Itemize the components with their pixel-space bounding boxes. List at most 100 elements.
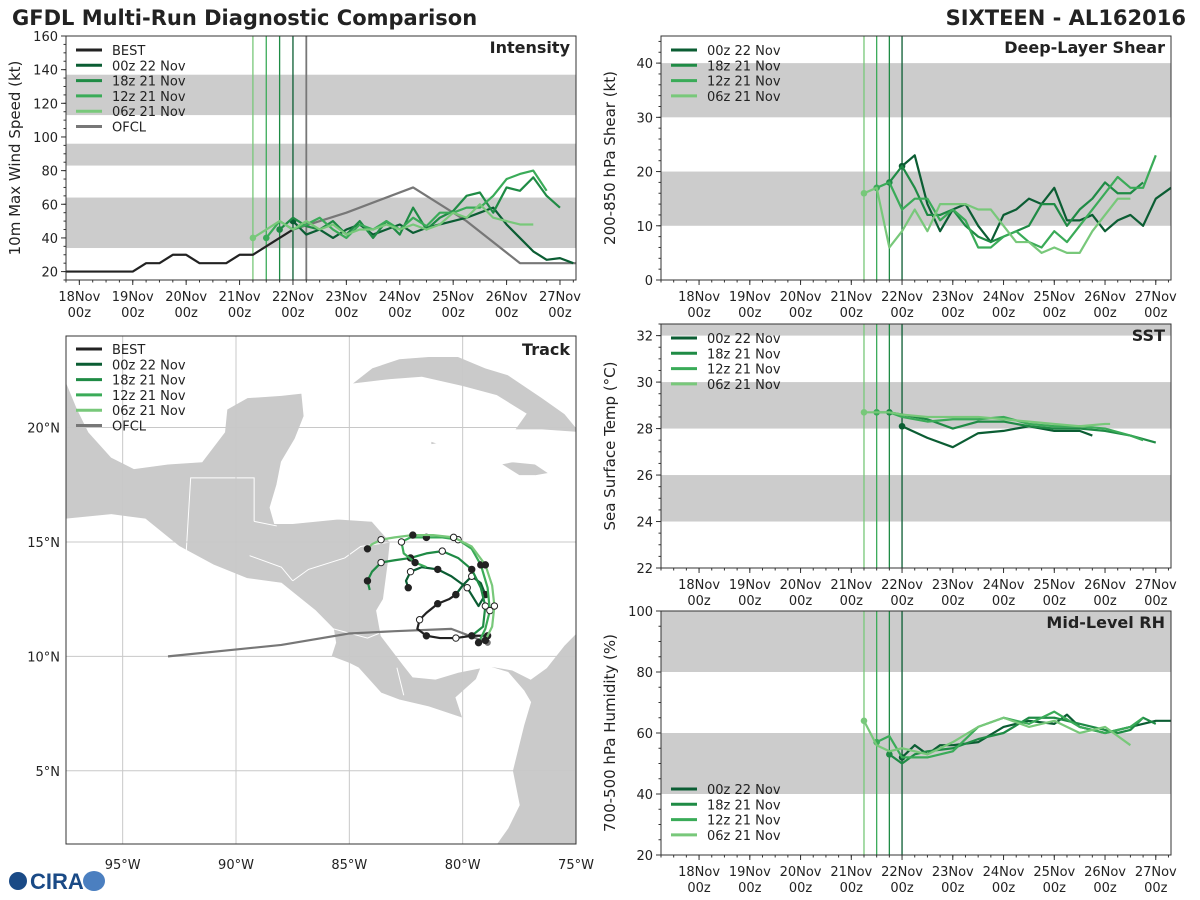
rh-xtick-day: 21Nov — [830, 865, 872, 880]
sst-legend-label: 00z 22 Nov — [707, 332, 781, 347]
intensity-xtick-day: 27Nov — [539, 290, 581, 305]
shear-xtick-hour: 00z — [1144, 306, 1168, 321]
intensity-band — [66, 74, 576, 116]
track-point — [434, 565, 442, 574]
track-point — [397, 538, 406, 546]
rh-ytick-label: 40 — [636, 788, 653, 803]
shear-panel-title: Deep-Layer Shear — [1004, 38, 1165, 57]
shear-ytick-label: 20 — [636, 166, 653, 181]
shear-xtick-day: 19Nov — [729, 290, 771, 305]
sst-xtick-day: 19Nov — [729, 578, 771, 593]
intensity-series-start-point — [249, 234, 257, 242]
intensity-xtick-day: 23Nov — [325, 290, 367, 305]
land-polygon — [66, 336, 482, 719]
rh-ytick-label: 60 — [636, 727, 653, 742]
sst-band — [661, 382, 1171, 429]
sst-series-line — [889, 411, 1157, 444]
intensity-panel-title: Intensity — [490, 38, 571, 57]
shear-xtick-day: 22Nov — [881, 290, 923, 305]
intensity-xtick-day: 25Nov — [432, 290, 474, 305]
track-lon-label: 95°W — [105, 858, 141, 873]
sst-xtick-day: 22Nov — [881, 578, 923, 593]
rh-legend-label: 18z 21 Nov — [707, 798, 781, 813]
track-point — [449, 533, 458, 542]
shear-ytick-label: 30 — [636, 111, 653, 126]
track-point — [434, 600, 442, 608]
sst-xtick-day: 26Nov — [1084, 578, 1126, 593]
sst-xtick-day: 25Nov — [1033, 578, 1075, 593]
sst-xtick-hour: 00z — [1093, 594, 1117, 609]
track-point — [463, 584, 471, 592]
intensity-legend-label: 12z 21 Nov — [112, 90, 186, 105]
intensity-xtick-hour: 00z — [281, 306, 305, 321]
land-polygon — [500, 461, 550, 476]
rh-xtick-hour: 00z — [992, 881, 1016, 896]
intensity-xtick-day: 20Nov — [165, 290, 207, 305]
track-frame — [65, 335, 577, 845]
track-point — [409, 531, 417, 539]
storm-id-title: SIXTEEN - AL162016 — [945, 6, 1186, 30]
shear-xtick-day: 23Nov — [932, 290, 974, 305]
sst-xtick-day: 20Nov — [780, 578, 822, 593]
shear-xtick-hour: 00z — [687, 306, 711, 321]
intensity-series-start-point — [262, 234, 270, 242]
track-point — [452, 634, 460, 642]
sst-xtick-day: 24Nov — [983, 578, 1025, 593]
rh-series-line — [863, 716, 1132, 756]
sst-ytick-label: 28 — [636, 423, 653, 438]
shear-legend-label: 06z 21 Nov — [707, 90, 781, 105]
intensity-xtick-hour: 00z — [495, 306, 519, 321]
shear-band — [661, 63, 1171, 118]
track-map-group — [66, 336, 576, 844]
country-border — [396, 667, 405, 696]
track-point — [452, 590, 460, 599]
track-legend-label: OFCL — [112, 420, 147, 435]
track-point — [363, 545, 372, 553]
intensity-legend-label: OFCL — [112, 121, 147, 136]
rh-ytick-label: 80 — [636, 666, 653, 681]
rh-xtick-day: 18Nov — [678, 865, 720, 880]
track-lat-label: 10°N — [27, 650, 60, 665]
shear-series-line — [901, 154, 1172, 244]
sst-xtick-day: 21Nov — [830, 578, 872, 593]
intensity-xtick-day: 22Nov — [272, 290, 314, 305]
rh-panel-title: Mid-Level RH — [1046, 613, 1165, 632]
intensity-series-line — [292, 186, 576, 265]
country-border — [512, 690, 525, 719]
shear-xtick-hour: 00z — [890, 306, 914, 321]
intensity-xtick-hour: 00z — [68, 306, 92, 321]
shear-series-line — [863, 186, 1131, 254]
track-point — [474, 638, 483, 647]
sst-xtick-day: 18Nov — [678, 578, 720, 593]
land-polygon — [485, 632, 576, 844]
sst-legend-label: 06z 21 Nov — [707, 378, 781, 393]
sst-ytick-label: 26 — [636, 469, 653, 484]
track-point — [490, 602, 499, 610]
intensity-ytick-label: 120 — [33, 97, 58, 112]
shear-xtick-day: 26Nov — [1084, 290, 1126, 305]
shear-ytick-label: 40 — [636, 57, 653, 72]
sst-series-line — [901, 425, 1093, 449]
intensity-xtick-hour: 00z — [388, 306, 412, 321]
rh-xtick-hour: 00z — [738, 881, 762, 896]
track-point — [404, 584, 412, 592]
track-point — [415, 616, 424, 624]
sst-ytick-label: 22 — [636, 562, 653, 577]
rh-ytick-label: 20 — [636, 849, 653, 864]
rh-xtick-hour: 00z — [1144, 881, 1168, 896]
intensity-frame — [65, 35, 577, 281]
track-lon-label: 75°W — [558, 858, 594, 873]
sst-panel-title: SST — [1132, 326, 1165, 345]
rh-band — [661, 733, 1171, 794]
cira-logo: CIRA — [9, 869, 105, 894]
intensity-xtick-hour: 00z — [548, 306, 572, 321]
track-point — [377, 558, 385, 567]
intensity-xtick-day: 26Nov — [486, 290, 528, 305]
rh-band — [661, 611, 1171, 672]
track-point — [422, 632, 431, 640]
track-point — [377, 535, 385, 544]
shear-xtick-day: 27Nov — [1135, 290, 1177, 305]
sst-xtick-hour: 00z — [941, 594, 965, 609]
track-lat-label: 15°N — [27, 536, 60, 551]
shear-xtick-day: 18Nov — [678, 290, 720, 305]
